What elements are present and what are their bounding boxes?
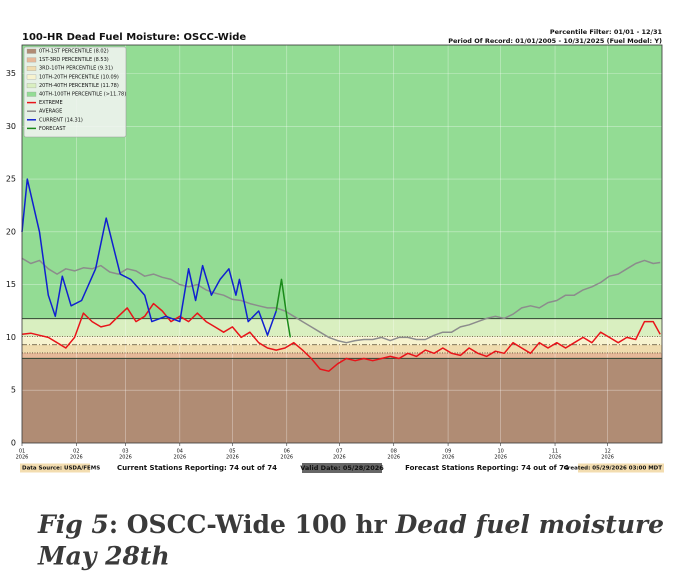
x-tick-year: 2026 [173, 455, 186, 461]
x-tick-label: 07 [336, 449, 342, 455]
x-tick-year: 2026 [119, 455, 132, 461]
legend-label: AVERAGE [39, 109, 62, 115]
legend-label: 20TH-40TH PERCENTILE (11.78) [39, 83, 119, 89]
y-tick-label: 20 [6, 227, 16, 236]
y-tick-label: 25 [6, 175, 16, 184]
x-tick-label: 10 [497, 449, 503, 455]
legend-swatch [26, 83, 37, 89]
created: Created: 05/29/2026 03:00 MDT [564, 466, 663, 472]
percentile-band [22, 344, 662, 353]
x-tick-label: 06 [284, 449, 290, 455]
percentile-band [22, 352, 662, 359]
legend-label: CURRENT (14.31) [39, 117, 83, 123]
source-box [20, 463, 90, 473]
x-tick-year: 2026 [16, 455, 29, 461]
legend-label: 0TH-1ST PERCENTILE (8.02) [39, 49, 109, 55]
caption: Fig 5: OSCC-Wide 100 hr Dead fuel moistu… [37, 510, 664, 539]
x-tick-year: 2026 [494, 455, 507, 461]
x-tick-year: 2026 [387, 455, 400, 461]
legend-label: FORECAST [39, 126, 67, 132]
legend-label: 1ST-3RD PERCENTILE (8.53) [39, 57, 109, 63]
valid-date: Valid Date: 05/28/2026 [300, 464, 384, 472]
y-tick-label: 35 [6, 69, 16, 78]
x-tick-label: 08 [391, 449, 397, 455]
created-box [578, 463, 664, 473]
legend-label: EXTREME [39, 100, 63, 106]
plot: 0510152025303501202602202603202604202605… [6, 44, 663, 461]
x-tick-year: 2026 [333, 455, 346, 461]
legend-box [23, 46, 127, 138]
x-tick-label: 03 [122, 449, 128, 455]
x-tick-year: 2026 [442, 455, 455, 461]
caption-figure: Fig 5 [37, 510, 109, 539]
x-tick-label: 12 [604, 449, 610, 455]
legend-swatch [26, 48, 37, 54]
legend: 0TH-1ST PERCENTILE (8.02) 1ST-3RD PERCENT… [23, 46, 127, 138]
x-tick-label: 09 [445, 449, 451, 455]
percentile-band [22, 358, 662, 443]
x-tick-year: 2026 [226, 455, 239, 461]
x-tick-year: 2026 [70, 455, 83, 461]
y-tick-label: 30 [6, 122, 16, 131]
source: Data Source: USDA/FEMS [22, 466, 100, 472]
legend-swatch [26, 66, 37, 71]
x-tick-year: 2026 [549, 455, 562, 461]
series-line [21, 257, 661, 344]
x-tick-label: 01 [19, 449, 25, 455]
period-of-record: Period Of Record: 01/01/2005 - 10/31/202… [448, 37, 662, 45]
x-tick-year: 2026 [280, 455, 293, 461]
legend-label: 40TH-100TH PERCENTILE (>11.78) [39, 92, 126, 98]
legend-label: 10TH-20TH PERCENTILE (10.09) [39, 74, 119, 80]
plot-frame [21, 44, 663, 444]
x-tick-label: 05 [229, 449, 235, 455]
series-line [21, 302, 661, 372]
current-stations: Current Stations Reporting: 74 out of 74 [117, 464, 277, 472]
forecast-stations: Forecast Stations Reporting: 74 out of 7… [405, 464, 569, 472]
y-tick-label: 5 [11, 386, 16, 395]
x-tick-label: 04 [177, 449, 183, 455]
percentile-band [22, 336, 662, 345]
y-tick-label: 0 [11, 439, 16, 448]
legend-swatch [26, 57, 37, 63]
percentile-band [22, 318, 662, 337]
caption-italic: Dead fuel moisture [395, 510, 665, 539]
caption-middle: : OSCC-Wide 100 hr [109, 510, 396, 539]
x-tick-label: 11 [552, 449, 558, 455]
valid-box [302, 463, 382, 473]
legend-swatch [26, 91, 37, 97]
series-line [275, 278, 292, 338]
x-tick-year: 2026 [601, 455, 614, 461]
series-line [21, 178, 277, 337]
legend-label: 3RD-10TH PERCENTILE (9.31) [39, 66, 113, 72]
y-tick-label: 10 [6, 333, 16, 342]
chart-title: 100-HR Dead Fuel Moisture: OSCC-Wide [22, 32, 246, 43]
x-tick-label: 02 [73, 449, 79, 455]
caption-line2: May 28th [37, 542, 170, 571]
y-tick-label: 15 [6, 280, 16, 289]
percentile-filter: Percentile Filter: 01/01 - 12/31 [550, 28, 663, 36]
footer: Data Source: USDA/FEMS Current Stations R… [20, 463, 664, 473]
legend-swatch [26, 74, 37, 80]
